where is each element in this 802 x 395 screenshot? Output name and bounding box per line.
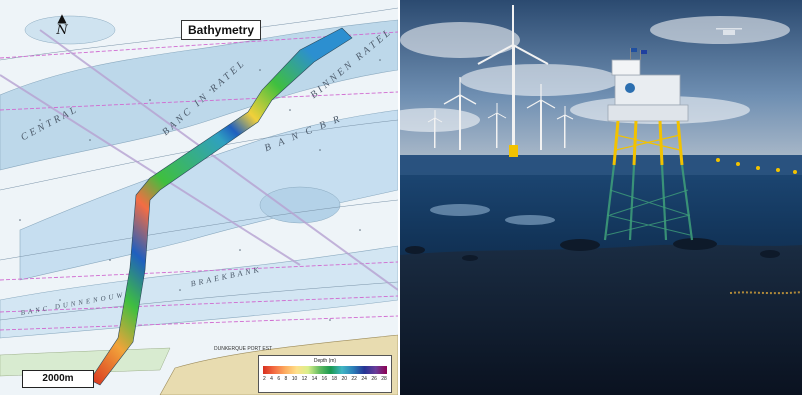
fish-school <box>430 204 555 225</box>
turbine-small-3 <box>556 106 574 148</box>
offshore-wind-scene <box>400 0 802 395</box>
legend-tick: 28 <box>381 376 387 382</box>
legend-tick: 26 <box>371 376 377 382</box>
legend-tick: 16 <box>321 376 328 382</box>
north-label: N <box>56 23 68 38</box>
legend-tick: 18 <box>331 376 338 382</box>
turbine-small-2 <box>427 110 443 148</box>
north-arrow-icon: ▲ <box>57 11 67 25</box>
seabed-rocks <box>405 238 780 261</box>
shoal-north <box>24 15 116 45</box>
north-indicator: ▲ N <box>52 12 72 37</box>
wind-farm-illustration <box>400 0 802 395</box>
nav-routes <box>0 31 398 331</box>
shoal-patch <box>259 186 341 224</box>
legend-tick: 24 <box>361 376 367 382</box>
bank-braek <box>0 245 398 339</box>
legend-tick: 22 <box>351 376 357 382</box>
legend-tick: 6 <box>277 376 281 382</box>
legend-tick: 12 <box>301 376 308 382</box>
nautical-chart <box>0 0 398 395</box>
legend-title: Depth (m) <box>313 358 337 364</box>
legend-tick: 8 <box>284 376 288 382</box>
bathymetry-survey-corridor <box>89 27 353 386</box>
depth-contours <box>0 7 398 321</box>
turbine-right <box>526 84 556 150</box>
bathymetry-map: CENTRAL BANC IN RATEL BINNEN RATEL B A N… <box>0 0 398 395</box>
legend-ticks: 2 4 6 8 10 12 14 16 18 20 22 24 26 28 <box>263 376 387 382</box>
wind-turbines <box>427 5 574 157</box>
legend-tick: 2 <box>263 376 266 382</box>
depth-legend: Depth (m) 2 4 6 8 10 12 14 16 18 20 22 24 26 28 <box>258 355 392 393</box>
legend-tick: 4 <box>270 376 273 382</box>
legend-tick: 20 <box>341 376 348 382</box>
sea-surface <box>400 155 802 175</box>
flag-eu <box>641 50 647 54</box>
traffic-lanes <box>0 29 398 291</box>
turbine-small-1 <box>487 103 507 148</box>
turbine-large <box>477 5 549 157</box>
legend-color-ramp <box>263 366 387 374</box>
legend-tick: 14 <box>311 376 318 382</box>
label-dunkerque: DUNKERQUE PORT EST <box>214 346 273 352</box>
seabed <box>400 244 802 395</box>
scale-bar: 2000m <box>22 370 94 388</box>
substation-platform <box>603 48 694 241</box>
export-cable <box>729 291 802 295</box>
flag-france <box>631 48 637 52</box>
depth-soundings <box>19 59 381 321</box>
turbine-medium <box>443 77 477 150</box>
map-title: Bathymetry <box>181 20 262 40</box>
drone-icon <box>716 28 742 35</box>
buoys <box>716 158 797 174</box>
legend-tick: 10 <box>291 376 298 382</box>
